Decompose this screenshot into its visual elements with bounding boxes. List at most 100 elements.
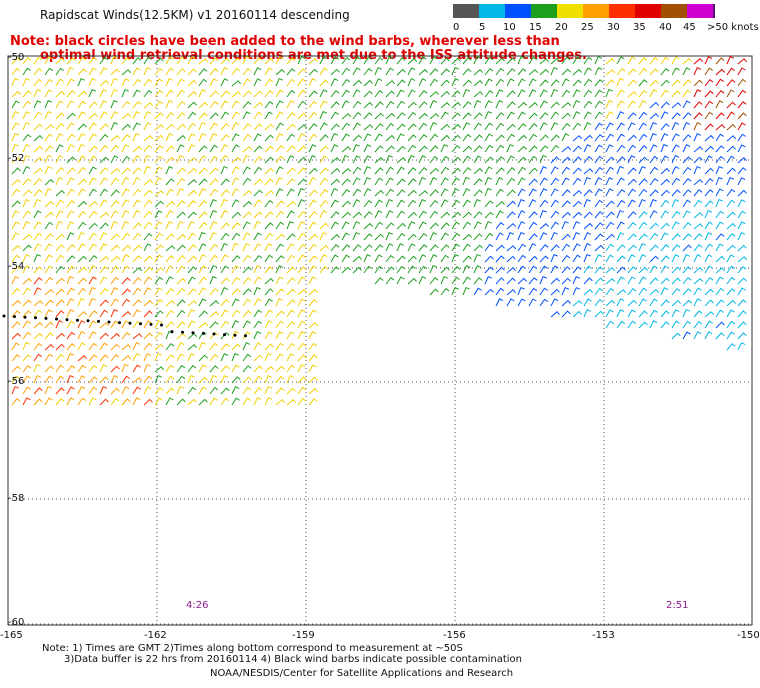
wind-barb-shaft xyxy=(638,156,648,164)
wind-barb-shaft xyxy=(231,309,241,318)
wind-barb-shaft xyxy=(77,155,86,164)
wind-barb-shaft xyxy=(660,299,670,307)
wind-barb xyxy=(484,111,493,120)
wind-barb xyxy=(407,57,418,65)
wind-barb xyxy=(209,155,219,164)
wind-barb-shaft xyxy=(187,398,197,406)
wind-barb-shaft xyxy=(616,266,626,274)
wind-barb-shaft xyxy=(308,322,319,329)
wind-barb xyxy=(66,78,75,87)
wind-barb xyxy=(726,276,736,285)
wind-barb-shaft xyxy=(682,112,692,120)
wind-barb xyxy=(693,57,703,65)
wind-barb xyxy=(396,243,405,252)
wind-barb xyxy=(495,200,505,208)
wind-barb xyxy=(154,210,163,219)
wind-barb xyxy=(462,199,471,208)
wind-barb xyxy=(165,100,174,109)
wind-barb-shaft xyxy=(638,211,648,219)
wind-barb xyxy=(539,154,547,164)
wind-barb-shaft xyxy=(165,364,175,373)
wind-barb xyxy=(473,79,483,87)
wind-barb xyxy=(572,232,581,241)
wind-barb xyxy=(594,266,604,274)
wind-barb xyxy=(418,244,428,252)
wind-barb xyxy=(539,287,548,296)
wind-barb xyxy=(176,220,184,230)
wind-barb-shaft xyxy=(297,376,307,384)
wind-barb xyxy=(22,244,32,252)
wind-barb-shaft xyxy=(330,133,339,142)
wind-barb xyxy=(297,298,306,307)
wind-barb xyxy=(473,277,483,285)
wind-barb xyxy=(330,254,339,263)
wind-barb xyxy=(660,89,670,98)
wind-barb xyxy=(308,57,318,65)
wind-barb-shaft xyxy=(726,276,736,285)
wind-barb xyxy=(165,276,174,285)
wind-barb-shaft xyxy=(55,398,65,406)
wind-barb-shaft xyxy=(506,211,516,219)
wind-barb xyxy=(121,363,129,373)
wind-barb xyxy=(660,222,670,230)
wind-barb xyxy=(451,167,461,175)
wind-barb-shaft xyxy=(286,277,296,285)
wind-barb-shaft xyxy=(22,386,31,395)
wind-barb xyxy=(77,266,87,274)
wind-barb xyxy=(737,287,746,296)
wind-barb xyxy=(363,144,372,153)
wind-barb xyxy=(440,276,449,285)
wind-barb xyxy=(385,254,395,263)
wind-barb xyxy=(286,133,295,142)
wind-barb-shaft xyxy=(264,190,275,197)
wind-barb xyxy=(88,354,98,362)
wind-barb-shaft xyxy=(341,254,350,263)
wind-barb-shaft xyxy=(462,79,472,87)
wind-barb xyxy=(55,90,65,98)
wind-barb-shaft xyxy=(671,309,680,318)
wind-barb-shaft xyxy=(264,320,273,329)
wind-barb xyxy=(11,77,19,87)
wind-barb xyxy=(583,89,593,98)
wind-barb-shaft xyxy=(638,178,648,186)
wind-barb-shaft xyxy=(121,310,131,318)
wind-barb xyxy=(627,155,636,164)
wind-barb-shaft xyxy=(693,189,703,197)
wind-barb-shaft xyxy=(198,101,208,109)
wind-barb xyxy=(484,78,493,87)
wind-barb xyxy=(737,256,748,263)
wind-barb xyxy=(429,68,439,76)
wind-barb-shaft xyxy=(297,68,307,76)
wind-barb xyxy=(495,167,505,175)
wind-barb-shaft xyxy=(561,220,570,230)
wind-barb-shaft xyxy=(231,133,240,142)
wind-barb xyxy=(297,386,307,395)
wind-barb-shaft xyxy=(396,123,406,131)
wind-barb-shaft xyxy=(88,188,97,197)
wind-barb xyxy=(528,145,538,153)
wind-barb xyxy=(407,277,417,285)
wind-barb xyxy=(418,176,426,186)
wind-barb-shaft xyxy=(143,165,151,175)
wind-barb-shaft xyxy=(308,233,318,241)
wind-barb-shaft xyxy=(231,320,240,329)
wind-barb xyxy=(33,332,43,340)
wind-barb xyxy=(341,113,352,120)
wind-barb xyxy=(77,178,87,186)
wind-barb xyxy=(528,155,538,164)
wind-barb xyxy=(209,221,218,230)
wind-barb-shaft xyxy=(440,166,450,175)
wind-barb-shaft xyxy=(110,210,119,219)
wind-barb xyxy=(66,90,76,98)
wind-barb xyxy=(66,100,75,109)
wind-barb xyxy=(110,77,118,87)
wind-barb-shaft xyxy=(418,56,427,65)
wind-barb xyxy=(660,143,668,153)
wind-barb xyxy=(539,134,549,142)
wind-barb xyxy=(11,342,20,351)
wind-barb xyxy=(99,276,108,285)
wind-barb-shaft xyxy=(616,221,625,230)
wind-barb xyxy=(418,112,428,120)
wind-barb xyxy=(11,67,21,76)
wind-barb-shaft xyxy=(22,331,32,340)
